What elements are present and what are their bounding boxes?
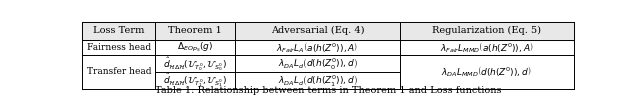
Text: $\lambda_{DA}L_d\left(d(h(Z_1^0)), d\right)$: $\lambda_{DA}L_d\left(d(h(Z_1^0)), d\rig… [278, 73, 357, 88]
Text: $\hat{d}_{\mathcal{H}\Delta\mathcal{H}}(\mathcal{U}_{T_1^0}, \mathcal{U}_{S_1^0}: $\hat{d}_{\mathcal{H}\Delta\mathcal{H}}(… [163, 71, 227, 89]
Text: $\lambda_{\mathit{Fair}}L_{MMD}\left(a(h(Z^0)), A\right)$: $\lambda_{\mathit{Fair}}L_{MMD}\left(a(h… [440, 40, 533, 55]
Text: $\Delta_{EOp_S}(g)$: $\Delta_{EOp_S}(g)$ [177, 41, 213, 54]
Text: Theorem 1: Theorem 1 [168, 26, 222, 35]
Text: $\hat{d}_{\mathcal{H}\Delta\mathcal{H}}(\mathcal{U}_{T_0^0}, \mathcal{U}_{S_0^0}: $\hat{d}_{\mathcal{H}\Delta\mathcal{H}}(… [163, 55, 227, 72]
Text: Fairness head: Fairness head [87, 43, 151, 52]
Text: Regularization (Eq. 5): Regularization (Eq. 5) [432, 26, 541, 35]
Bar [83, 22, 573, 40]
Text: $\lambda_{\mathit{Fair}}L_A\left(a(h(Z^0)), A\right)$: $\lambda_{\mathit{Fair}}L_A\left(a(h(Z^0… [276, 40, 358, 55]
Text: Loss Term: Loss Term [93, 26, 145, 35]
Text: $\lambda_{DA}L_{MMD}\left(d(h(Z^0)), d\right)$: $\lambda_{DA}L_{MMD}\left(d(h(Z^0)), d\r… [442, 65, 532, 79]
Text: Table 1: Relationship between terms in Theorem 1 and Loss functions: Table 1: Relationship between terms in T… [155, 86, 501, 95]
Text: $\lambda_{DA}L_d\left(d(h(Z_0^0)), d\right)$: $\lambda_{DA}L_d\left(d(h(Z_0^0)), d\rig… [278, 56, 357, 71]
Text: Transfer head: Transfer head [86, 67, 151, 76]
Text: Adversarial (Eq. 4): Adversarial (Eq. 4) [271, 26, 364, 35]
